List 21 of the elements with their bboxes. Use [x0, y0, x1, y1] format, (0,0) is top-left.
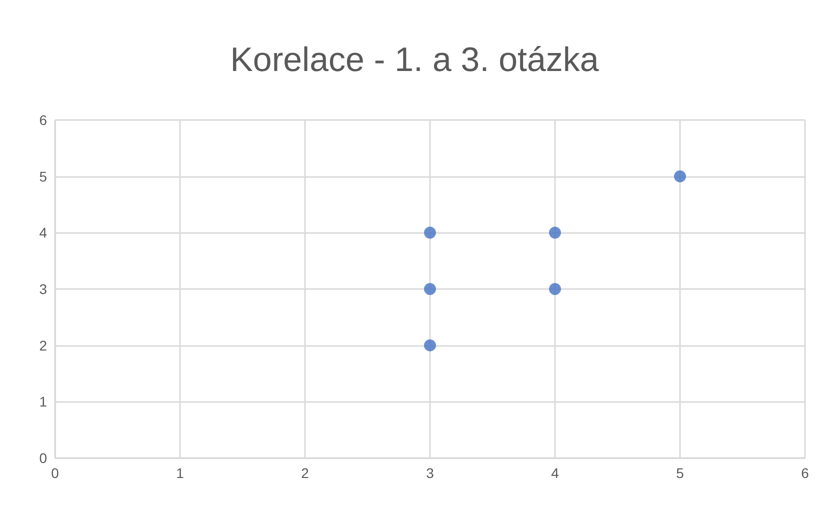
x-tick-label: 4 — [551, 465, 560, 481]
y-tick-label: 1 — [39, 394, 48, 410]
x-tick-label: 6 — [801, 465, 810, 481]
y-tick-label: 5 — [39, 168, 48, 184]
point — [424, 226, 436, 239]
y-tick-label: 4 — [39, 224, 48, 241]
x-tick-label: 2 — [301, 465, 310, 481]
point — [549, 283, 561, 295]
point — [424, 339, 436, 352]
y-tick-label: 6 — [39, 112, 48, 128]
y-tick-label: 0 — [39, 450, 48, 466]
chart-title: Korelace - 1. a 3. otázka — [230, 41, 599, 79]
y-tick-label: 2 — [39, 337, 48, 354]
point — [424, 283, 436, 295]
y-tick-label: 3 — [39, 281, 48, 297]
x-tick-label: 1 — [176, 465, 184, 481]
x-tick-label: 5 — [676, 465, 684, 481]
point — [549, 226, 561, 239]
x-tick-label: 3 — [426, 465, 434, 481]
x-tick-label: 0 — [51, 465, 60, 481]
point — [674, 170, 686, 182]
